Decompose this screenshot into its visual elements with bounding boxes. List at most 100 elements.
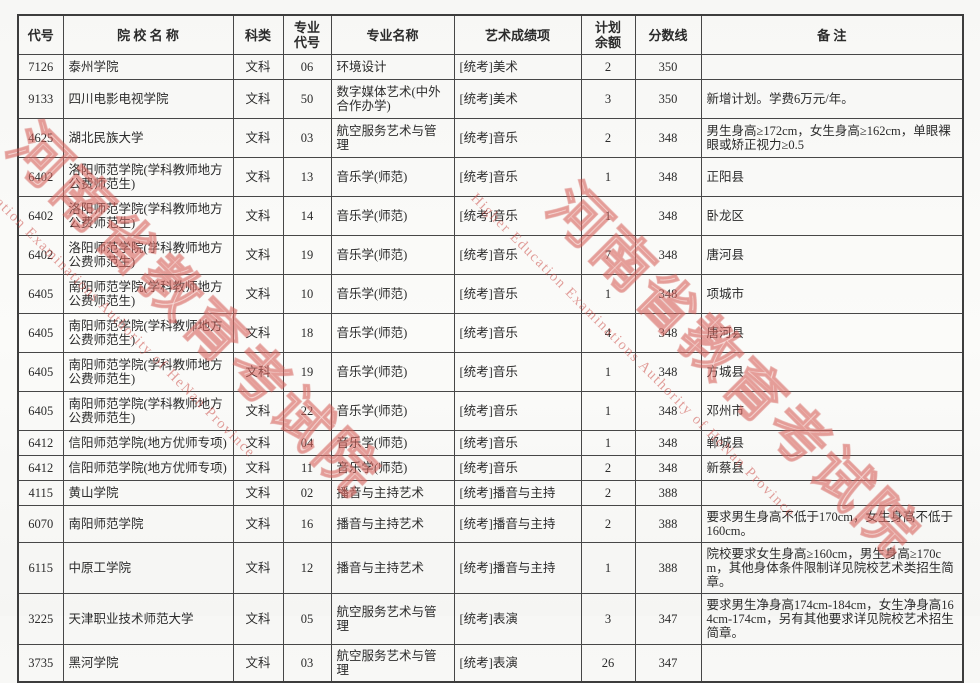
cell-quota: 1 bbox=[580, 391, 636, 431]
cell-remark: 卧龙区 bbox=[700, 196, 964, 236]
cell-school: 湖北民族大学 bbox=[62, 118, 234, 158]
cell-remark: 郸城县 bbox=[700, 430, 964, 456]
cell-code: 4625 bbox=[17, 118, 64, 158]
cell-remark: 男生身高≥172cm，女生身高≥162cm，单眼裸眼或矫正视力≥0.5 bbox=[700, 118, 964, 158]
cell-score: 348 bbox=[634, 196, 702, 236]
cell-quota: 1 bbox=[580, 157, 636, 197]
cell-major_code: 13 bbox=[282, 157, 332, 197]
cell-major: 音乐学(师范) bbox=[330, 235, 455, 275]
cell-category: 文科 bbox=[232, 480, 284, 506]
column-header-major_code: 专业 代号 bbox=[282, 14, 332, 55]
cell-major_code: 12 bbox=[282, 542, 332, 594]
cell-art_item: [统考]表演 bbox=[453, 593, 582, 645]
cell-score: 348 bbox=[634, 352, 702, 392]
cell-code: 6412 bbox=[17, 430, 64, 456]
cell-category: 文科 bbox=[232, 196, 284, 236]
cell-category: 文科 bbox=[232, 54, 284, 80]
cell-category: 文科 bbox=[232, 274, 284, 314]
cell-code: 3735 bbox=[17, 644, 64, 683]
cell-major_code: 19 bbox=[282, 352, 332, 392]
cell-school: 南阳师范学院(学科教师地方公费师范生) bbox=[62, 391, 234, 431]
cell-art_item: [统考]播音与主持 bbox=[453, 480, 582, 506]
cell-major_code: 14 bbox=[282, 196, 332, 236]
column-header-code: 代号 bbox=[17, 14, 64, 55]
cell-school: 洛阳师范学院(学科教师地方公费师范生) bbox=[62, 196, 234, 236]
table-body: 7126 泰州学院 文科 06 环境设计 [统考]美术 2 350 9133 四川电影电视学院 文科… bbox=[17, 54, 964, 683]
cell-major: 音乐学(师范) bbox=[330, 196, 455, 236]
cell-category: 文科 bbox=[232, 542, 284, 594]
cell-code: 6402 bbox=[17, 235, 64, 275]
cell-quota: 2 bbox=[580, 455, 636, 481]
cell-art_item: [统考]音乐 bbox=[453, 430, 582, 456]
table-row: 6405 南阳师范学院(学科教师地方公费师范生) 文科 22 音乐学(师范) [统考]音乐… bbox=[17, 391, 964, 431]
cell-quota: 1 bbox=[580, 430, 636, 456]
cell-category: 文科 bbox=[232, 157, 284, 197]
cell-major: 音乐学(师范) bbox=[330, 352, 455, 392]
cell-quota: 2 bbox=[580, 480, 636, 506]
cell-code: 6402 bbox=[17, 196, 64, 236]
column-header-school: 院 校 名 称 bbox=[62, 14, 234, 55]
table-header: 代号院 校 名 称科类 专业 代号 专业名称 艺术成绩项 计划 余额 分数线备 注 bbox=[17, 14, 964, 55]
cell-category: 文科 bbox=[232, 313, 284, 353]
cell-score: 348 bbox=[634, 430, 702, 456]
cell-art_item: [统考]播音与主持 bbox=[453, 542, 582, 594]
cell-art_item: [统考]音乐 bbox=[453, 157, 582, 197]
table-row: 6412 信阳师范学院(地方优师专项) 文科 11 音乐学(师范) [统考]音乐 2 348 新… bbox=[17, 455, 964, 481]
cell-art_item: [统考]表演 bbox=[453, 644, 582, 683]
cell-category: 文科 bbox=[232, 79, 284, 119]
cell-score: 348 bbox=[634, 157, 702, 197]
table-row: 3225 天津职业技术师范大学 文科 05 航空服务艺术与管理 [统考]表演 3 347 要求男… bbox=[17, 593, 964, 645]
table-header-row: 代号院 校 名 称科类 专业 代号 专业名称 艺术成绩项 计划 余额 分数线备 注 bbox=[17, 14, 964, 55]
cell-code: 7126 bbox=[17, 54, 64, 80]
cell-remark: 唐河县 bbox=[700, 313, 964, 353]
cell-quota: 26 bbox=[580, 644, 636, 683]
cell-quota: 1 bbox=[580, 196, 636, 236]
cell-major: 音乐学(师范) bbox=[330, 157, 455, 197]
cell-score: 347 bbox=[634, 644, 702, 683]
cell-code: 6405 bbox=[17, 313, 64, 353]
cell-school: 洛阳师范学院(学科教师地方公费师范生) bbox=[62, 235, 234, 275]
cell-major: 播音与主持艺术 bbox=[330, 480, 455, 506]
cell-major_code: 06 bbox=[282, 54, 332, 80]
cell-score: 348 bbox=[634, 313, 702, 353]
cell-category: 文科 bbox=[232, 644, 284, 683]
table-row: 6405 南阳师范学院(学科教师地方公费师范生) 文科 18 音乐学(师范) [统考]音乐… bbox=[17, 313, 964, 353]
cell-score: 388 bbox=[634, 505, 702, 543]
column-header-quota: 计划 余额 bbox=[580, 14, 636, 55]
cell-remark bbox=[700, 644, 964, 683]
cell-score: 348 bbox=[634, 235, 702, 275]
cell-score: 348 bbox=[634, 274, 702, 314]
cell-category: 文科 bbox=[232, 118, 284, 158]
cell-score: 388 bbox=[634, 480, 702, 506]
cell-school: 中原工学院 bbox=[62, 542, 234, 594]
cell-code: 6070 bbox=[17, 505, 64, 543]
cell-code: 6405 bbox=[17, 391, 64, 431]
cell-quota: 1 bbox=[580, 542, 636, 594]
cell-code: 6402 bbox=[17, 157, 64, 197]
cell-school: 天津职业技术师范大学 bbox=[62, 593, 234, 645]
cell-code: 4115 bbox=[17, 480, 64, 506]
table-row: 6402 洛阳师范学院(学科教师地方公费师范生) 文科 19 音乐学(师范) [统考]音乐… bbox=[17, 235, 964, 275]
admission-score-table: 代号院 校 名 称科类 专业 代号 专业名称 艺术成绩项 计划 余额 分数线备 注 712… bbox=[17, 14, 964, 683]
cell-score: 350 bbox=[634, 79, 702, 119]
cell-art_item: [统考]音乐 bbox=[453, 313, 582, 353]
cell-major_code: 11 bbox=[282, 455, 332, 481]
table-row: 6412 信阳师范学院(地方优师专项) 文科 04 音乐学(师范) [统考]音乐 1 348 郸… bbox=[17, 430, 964, 456]
cell-major_code: 50 bbox=[282, 79, 332, 119]
table-row: 6115 中原工学院 文科 12 播音与主持艺术 [统考]播音与主持 1 388 院校要求女生身… bbox=[17, 542, 964, 594]
cell-remark: 新蔡县 bbox=[700, 455, 964, 481]
cell-quota: 3 bbox=[580, 79, 636, 119]
cell-school: 四川电影电视学院 bbox=[62, 79, 234, 119]
cell-category: 文科 bbox=[232, 430, 284, 456]
cell-major: 环境设计 bbox=[330, 54, 455, 80]
cell-art_item: [统考]播音与主持 bbox=[453, 505, 582, 543]
table-row: 6070 南阳师范学院 文科 16 播音与主持艺术 [统考]播音与主持 2 388 要求男生身高… bbox=[17, 505, 964, 543]
cell-school: 黄山学院 bbox=[62, 480, 234, 506]
cell-code: 9133 bbox=[17, 79, 64, 119]
cell-school: 南阳师范学院(学科教师地方公费师范生) bbox=[62, 313, 234, 353]
cell-category: 文科 bbox=[232, 455, 284, 481]
cell-school: 信阳师范学院(地方优师专项) bbox=[62, 430, 234, 456]
cell-quota: 2 bbox=[580, 118, 636, 158]
cell-category: 文科 bbox=[232, 505, 284, 543]
cell-major_code: 04 bbox=[282, 430, 332, 456]
